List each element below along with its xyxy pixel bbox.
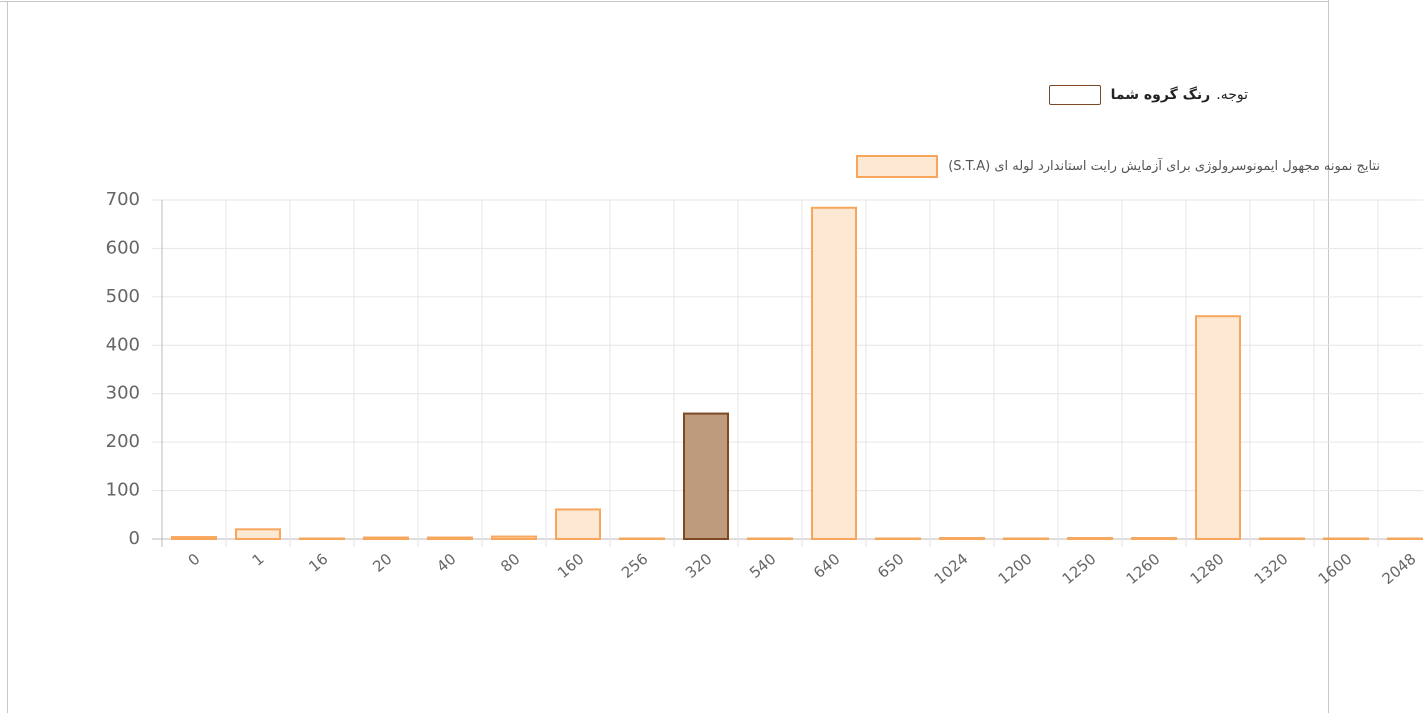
y-tick-label: 0: [129, 528, 140, 549]
x-tick-label: 2048: [1379, 550, 1420, 588]
x-tick-label: 40: [433, 550, 459, 576]
bar: [1195, 315, 1241, 540]
note: توجه. رنگ گروه شما: [1048, 85, 1248, 105]
x-tick-label: 0: [185, 550, 204, 570]
frame-top: [0, 1, 1328, 2]
legend: نتایج نمونه مجهول ایمونوسرولوژی برای آزم…: [856, 155, 1380, 178]
y-tick-label: 700: [106, 189, 140, 210]
bar: [939, 537, 985, 541]
x-tick-label: 650: [874, 550, 908, 582]
bar: [171, 536, 217, 541]
y-tick-label: 300: [106, 383, 140, 404]
bar: [1067, 537, 1113, 541]
x-tick-label: 256: [618, 550, 652, 582]
note-prefix: توجه.: [1216, 87, 1248, 103]
x-tick-label: 1250: [1059, 550, 1100, 588]
bar: [811, 206, 857, 540]
x-tick-label: 20: [369, 550, 395, 576]
frame-left: [7, 1, 8, 713]
y-tick-label: 500: [106, 286, 140, 307]
bar: [235, 528, 281, 540]
note-color-box: [1048, 85, 1101, 105]
y-tick-label: 100: [106, 480, 140, 501]
frame-right: [1328, 0, 1329, 713]
y-tick-label: 200: [106, 431, 140, 452]
x-tick-label: 16: [305, 550, 331, 576]
bar: [491, 535, 537, 540]
y-tick-label: 600: [106, 237, 140, 258]
x-tick-label: 1: [249, 550, 268, 570]
x-tick-label: 1024: [931, 550, 972, 588]
bar: [683, 412, 729, 541]
legend-swatch: [856, 155, 939, 178]
x-tick-label: 320: [682, 550, 716, 582]
x-tick-label: 80: [497, 550, 523, 576]
bar: [1131, 537, 1177, 541]
x-tick-label: 1200: [995, 550, 1036, 588]
bar: [427, 536, 473, 540]
x-tick-label: 1260: [1123, 550, 1164, 588]
bar: [555, 508, 601, 540]
x-tick-label: 640: [810, 550, 844, 582]
note-text: رنگ گروه شما: [1110, 87, 1211, 103]
legend-label: نتایج نمونه مجهول ایمونوسرولوژی برای آزم…: [948, 159, 1380, 174]
x-tick-label: 1600: [1315, 550, 1356, 588]
x-tick-label: 1320: [1251, 550, 1292, 588]
y-tick-label: 400: [106, 334, 140, 355]
x-tick-label: 160: [554, 550, 588, 582]
x-tick-label: 1280: [1187, 550, 1228, 588]
bar: [363, 536, 409, 540]
x-tick-label: 540: [746, 550, 780, 582]
